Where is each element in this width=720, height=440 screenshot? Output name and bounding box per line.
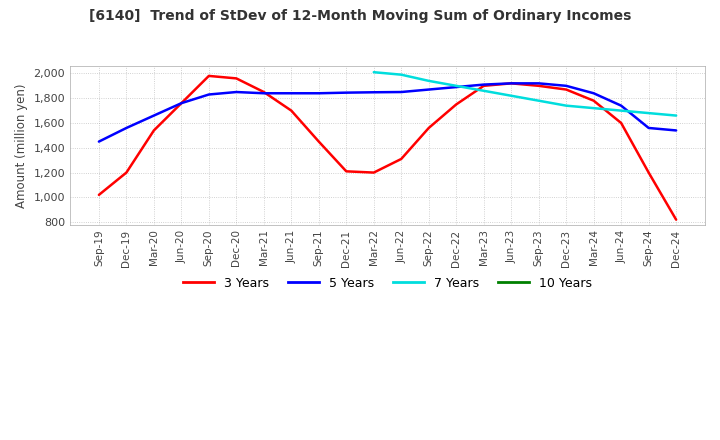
- 3 Years: [562, 87, 570, 92]
- 3 Years: [424, 125, 433, 131]
- 3 Years: [259, 89, 268, 95]
- 5 Years: [562, 83, 570, 88]
- 5 Years: [287, 91, 296, 96]
- 3 Years: [480, 83, 488, 88]
- 3 Years: [590, 98, 598, 103]
- 7 Years: [507, 93, 516, 99]
- 7 Years: [480, 88, 488, 93]
- 3 Years: [232, 76, 240, 81]
- 5 Years: [397, 89, 405, 95]
- 5 Years: [204, 92, 213, 97]
- 7 Years: [672, 113, 680, 118]
- 5 Years: [644, 125, 653, 131]
- 3 Years: [644, 170, 653, 175]
- 3 Years: [122, 170, 131, 175]
- 5 Years: [150, 113, 158, 118]
- Text: [6140]  Trend of StDev of 12-Month Moving Sum of Ordinary Incomes: [6140] Trend of StDev of 12-Month Moving…: [89, 9, 631, 23]
- 7 Years: [424, 78, 433, 84]
- 5 Years: [534, 81, 543, 86]
- 3 Years: [150, 128, 158, 133]
- 3 Years: [369, 170, 378, 175]
- 5 Years: [672, 128, 680, 133]
- 5 Years: [122, 125, 131, 131]
- 7 Years: [644, 110, 653, 116]
- 3 Years: [177, 100, 186, 106]
- 3 Years: [204, 73, 213, 79]
- 7 Years: [534, 98, 543, 103]
- 3 Years: [397, 156, 405, 161]
- 5 Years: [617, 103, 626, 108]
- 3 Years: [534, 83, 543, 88]
- 5 Years: [342, 90, 351, 95]
- Line: 7 Years: 7 Years: [374, 72, 676, 116]
- 3 Years: [94, 192, 103, 198]
- 7 Years: [590, 106, 598, 111]
- 5 Years: [259, 91, 268, 96]
- 3 Years: [672, 217, 680, 222]
- 3 Years: [287, 108, 296, 113]
- 5 Years: [424, 87, 433, 92]
- 3 Years: [342, 169, 351, 174]
- 5 Years: [177, 100, 186, 106]
- 5 Years: [590, 91, 598, 96]
- 5 Years: [452, 84, 461, 90]
- 5 Years: [507, 81, 516, 86]
- 7 Years: [562, 103, 570, 108]
- 5 Years: [315, 91, 323, 96]
- 7 Years: [397, 72, 405, 77]
- 5 Years: [480, 82, 488, 87]
- 5 Years: [232, 89, 240, 95]
- 5 Years: [369, 90, 378, 95]
- Y-axis label: Amount (million yen): Amount (million yen): [15, 83, 28, 208]
- Legend: 3 Years, 5 Years, 7 Years, 10 Years: 3 Years, 5 Years, 7 Years, 10 Years: [178, 271, 598, 294]
- Line: 3 Years: 3 Years: [99, 76, 676, 220]
- 3 Years: [315, 139, 323, 144]
- 7 Years: [452, 83, 461, 88]
- 3 Years: [617, 121, 626, 126]
- 3 Years: [452, 102, 461, 107]
- 5 Years: [94, 139, 103, 144]
- Line: 5 Years: 5 Years: [99, 83, 676, 142]
- 7 Years: [617, 108, 626, 113]
- 7 Years: [369, 70, 378, 75]
- 3 Years: [507, 81, 516, 86]
